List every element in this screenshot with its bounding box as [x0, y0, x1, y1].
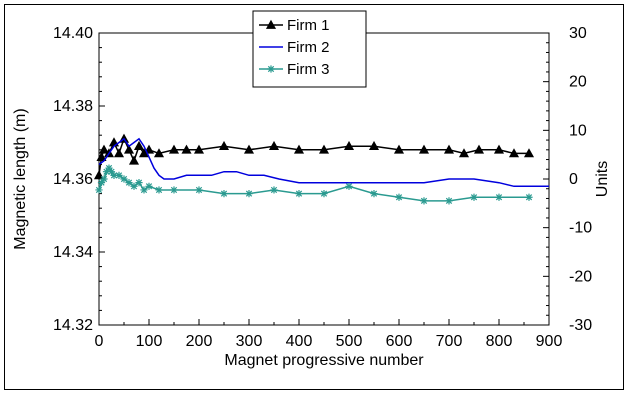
data-point [418, 144, 430, 154]
x-tick-label: 800 [486, 333, 513, 350]
series-1 [93, 133, 535, 180]
legend-item: Firm 2 [259, 39, 330, 56]
data-point [420, 197, 428, 205]
data-point [130, 182, 138, 190]
x-tick-label: 700 [436, 333, 463, 350]
x-tick-label: 300 [236, 333, 263, 350]
data-point [395, 193, 403, 201]
data-point [443, 144, 455, 154]
data-point [508, 148, 520, 158]
data-point [123, 144, 135, 154]
data-point [95, 186, 103, 194]
y-tick-label: 14.34 [53, 244, 93, 261]
data-point [102, 168, 111, 176]
series-2 [98, 137, 549, 188]
data-point [153, 148, 165, 158]
y-tick-label: 14.40 [53, 25, 93, 42]
data-point [113, 148, 125, 158]
data-point [105, 164, 113, 172]
legend: Firm 1 Firm 2 Firm 3 [252, 10, 367, 88]
data-point [473, 144, 485, 154]
data-point [470, 193, 478, 201]
y2-tick-label: -10 [569, 220, 592, 237]
data-point [195, 186, 203, 194]
y-tick-label: 14.32 [53, 317, 93, 334]
chart-svg: 14.32 14.34 14.36 14.38 14.40 -30 -20 -10 0 10 20… [12, 10, 611, 369]
data-point [370, 190, 378, 198]
data-point [107, 168, 116, 176]
data-point [523, 148, 535, 158]
data-point [98, 144, 110, 154]
x-tick-label: 900 [536, 333, 563, 350]
x-tick-label: 400 [286, 333, 313, 350]
data-point [170, 186, 178, 194]
data-point [318, 144, 330, 154]
data-point [525, 193, 533, 201]
data-point [181, 144, 192, 154]
x-axis: 0 100 200 300 400 500 600 700 800 900 [95, 319, 563, 350]
data-point [193, 144, 205, 154]
data-point [220, 190, 228, 198]
data-point [96, 151, 107, 161]
data-point [345, 182, 353, 190]
series-layer [93, 133, 549, 205]
data-point [270, 186, 278, 194]
data-point [343, 140, 355, 151]
legend-item: Firm 3 [259, 61, 330, 78]
data-point [145, 182, 153, 190]
y2-tick-label: -30 [569, 317, 592, 334]
data-point [493, 144, 505, 154]
data-point [265, 19, 277, 29]
data-point [293, 144, 305, 154]
data-point [128, 155, 140, 165]
data-point [458, 148, 470, 158]
data-point [393, 144, 405, 154]
data-point [120, 175, 128, 183]
x-axis-title: Magnet progressive number [224, 352, 424, 369]
legend-label: Firm 1 [287, 17, 330, 34]
data-point [245, 190, 253, 198]
data-point [368, 140, 380, 151]
series-3 [95, 164, 533, 205]
y2-tick-label: 30 [569, 25, 587, 42]
data-point [445, 197, 453, 205]
data-point [133, 140, 145, 151]
y2-tick-label: -20 [569, 268, 592, 285]
x-tick-label: 0 [95, 333, 104, 350]
y2-tick-label: 20 [569, 74, 587, 91]
data-point [100, 175, 108, 183]
y2-tick-label: 10 [569, 122, 587, 139]
data-point [268, 140, 280, 151]
x-tick-label: 500 [336, 333, 363, 350]
chart-frame: 14.32 14.34 14.36 14.38 14.40 -30 -20 -10 0 10 20… [4, 4, 624, 390]
data-point [243, 144, 255, 154]
y-tick-label: 14.36 [53, 171, 93, 188]
x-tick-label: 200 [186, 333, 213, 350]
legend-label: Firm 3 [287, 61, 330, 78]
x-tick-label: 100 [136, 333, 163, 350]
data-point [135, 179, 143, 187]
data-point [140, 186, 148, 194]
data-point [110, 171, 118, 179]
y-axis-right: -30 -20 -10 0 10 20 30 [543, 25, 592, 334]
series-line [98, 137, 549, 188]
data-point [267, 65, 275, 73]
y2-axis-title: Units [594, 161, 611, 197]
y2-tick-label: 0 [569, 171, 578, 188]
data-point [97, 179, 106, 187]
y-axis-title: Magnetic length (m) [12, 108, 29, 249]
data-point [155, 186, 163, 194]
data-point [295, 190, 303, 198]
y-tick-label: 14.38 [53, 98, 93, 115]
data-point [320, 190, 328, 198]
y-axis-left: 14.32 14.34 14.36 14.38 14.40 [53, 25, 105, 334]
legend-label: Firm 2 [287, 39, 330, 56]
data-point [495, 193, 503, 201]
legend-item: Firm 1 [259, 17, 330, 34]
data-point [218, 140, 230, 151]
data-point [125, 179, 133, 187]
x-tick-label: 600 [386, 333, 413, 350]
data-point [115, 171, 123, 179]
data-point [168, 144, 180, 154]
